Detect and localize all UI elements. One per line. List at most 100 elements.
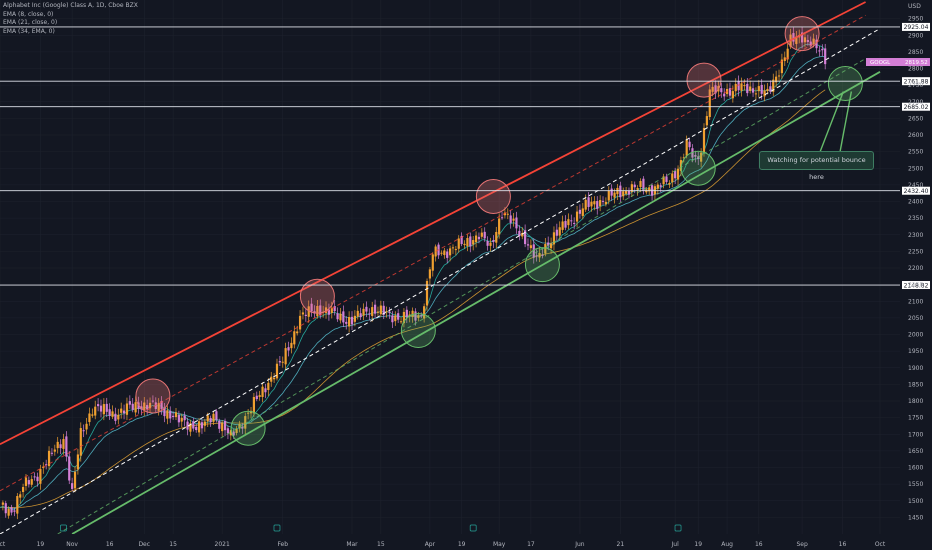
annotation-pointer bbox=[839, 91, 853, 153]
candle-body bbox=[679, 160, 683, 171]
candle-body bbox=[633, 184, 636, 188]
y-tick-label: 2650 bbox=[908, 115, 923, 122]
y-tick-label: 2550 bbox=[908, 149, 923, 156]
candle-body bbox=[82, 430, 85, 432]
candle-body bbox=[561, 221, 564, 230]
candle-body bbox=[148, 402, 152, 409]
support-circle bbox=[524, 247, 560, 283]
candle-body bbox=[469, 236, 472, 247]
candle-body bbox=[382, 305, 385, 315]
candle-body bbox=[685, 139, 688, 156]
candle-body bbox=[79, 428, 82, 456]
candle-body bbox=[293, 331, 296, 345]
candle-body bbox=[163, 407, 166, 417]
candle-body bbox=[258, 395, 261, 397]
candle-body bbox=[676, 168, 680, 180]
candle-body bbox=[477, 236, 481, 240]
candle-body bbox=[373, 304, 377, 314]
y-tick-label: 1750 bbox=[908, 415, 923, 422]
x-tick-label: 19 bbox=[694, 541, 702, 548]
candle-body bbox=[492, 240, 495, 243]
candle-body bbox=[639, 180, 642, 187]
candle-body bbox=[521, 232, 524, 237]
candle-body bbox=[714, 85, 717, 94]
candle-body bbox=[800, 32, 804, 43]
candle-body bbox=[728, 88, 732, 96]
candle-body bbox=[700, 152, 703, 162]
x-tick-label: Aug bbox=[721, 541, 733, 548]
candle-body bbox=[27, 480, 30, 485]
candle-body bbox=[737, 81, 740, 91]
candle-body bbox=[146, 405, 149, 410]
candle-body bbox=[215, 411, 218, 420]
y-tick-label: 2900 bbox=[908, 32, 923, 39]
candle-body bbox=[183, 415, 186, 421]
x-tick-label: 16 bbox=[106, 541, 114, 548]
candle-body bbox=[50, 452, 54, 454]
candle-body bbox=[45, 464, 48, 466]
annotation-note[interactable]: Watching for potential bounce here bbox=[759, 151, 874, 181]
candle-body bbox=[324, 307, 328, 314]
candle-body bbox=[368, 313, 371, 315]
level-label: 2925.04 bbox=[904, 24, 929, 31]
candle-body bbox=[186, 421, 189, 430]
legend-ema8: EMA (8, close, 0) bbox=[3, 10, 54, 18]
candle-body bbox=[578, 209, 582, 214]
candle-body bbox=[564, 220, 567, 228]
candle-body bbox=[177, 414, 180, 423]
candle-body bbox=[195, 426, 198, 431]
candle-body bbox=[76, 454, 80, 470]
candle-body bbox=[56, 441, 59, 449]
candle-body bbox=[772, 79, 775, 92]
candle-body bbox=[544, 243, 547, 254]
candle-body bbox=[223, 420, 227, 431]
candle-body bbox=[812, 38, 815, 44]
channel-upper-inner bbox=[0, 14, 866, 492]
last-price-tag bbox=[866, 58, 930, 67]
candle-body bbox=[313, 311, 316, 314]
candle-body bbox=[160, 400, 163, 410]
candle-body bbox=[607, 190, 610, 201]
candle-body bbox=[815, 39, 818, 49]
grid bbox=[0, 0, 900, 534]
candle-body bbox=[73, 471, 77, 489]
candle-body bbox=[284, 348, 287, 365]
candle-body bbox=[463, 243, 466, 246]
y-tick-label: 2950 bbox=[908, 16, 923, 23]
candle-body bbox=[509, 215, 512, 223]
candle-body bbox=[630, 184, 633, 192]
candle-body bbox=[821, 48, 824, 51]
candle-body bbox=[281, 361, 284, 363]
candle-body bbox=[697, 156, 700, 160]
y-axis: 1450 1500 1550 1600 1650 1700 1750 1800 1850 1900… bbox=[908, 16, 923, 522]
candle-body bbox=[457, 238, 460, 249]
candle-body bbox=[754, 93, 758, 95]
candle-body bbox=[558, 227, 561, 236]
y-tick-label: 1500 bbox=[908, 498, 923, 505]
candle-body bbox=[379, 305, 382, 315]
candle-body bbox=[267, 382, 270, 390]
candle-body bbox=[480, 232, 483, 237]
y-tick-label: 2850 bbox=[908, 49, 923, 56]
candle-body bbox=[252, 396, 256, 414]
candle-body bbox=[24, 477, 28, 486]
candle-body bbox=[567, 219, 570, 226]
candle-body bbox=[105, 403, 108, 412]
earnings-marker bbox=[60, 524, 67, 532]
y-tick-label: 2500 bbox=[908, 165, 923, 172]
candle-body bbox=[590, 201, 593, 207]
candle-body bbox=[769, 86, 772, 92]
candle-body bbox=[19, 494, 22, 498]
level-label: 2148.82 bbox=[904, 282, 929, 289]
support-circle bbox=[827, 65, 863, 101]
candle-body bbox=[596, 201, 599, 209]
candle-body bbox=[59, 444, 62, 449]
candle-body bbox=[169, 410, 172, 419]
candle-body bbox=[272, 377, 276, 380]
candle-body bbox=[584, 199, 587, 210]
candle-body bbox=[549, 243, 553, 249]
y-tick-label: 2700 bbox=[908, 99, 923, 106]
level-label-bg bbox=[902, 77, 930, 86]
candle-body bbox=[212, 413, 215, 422]
